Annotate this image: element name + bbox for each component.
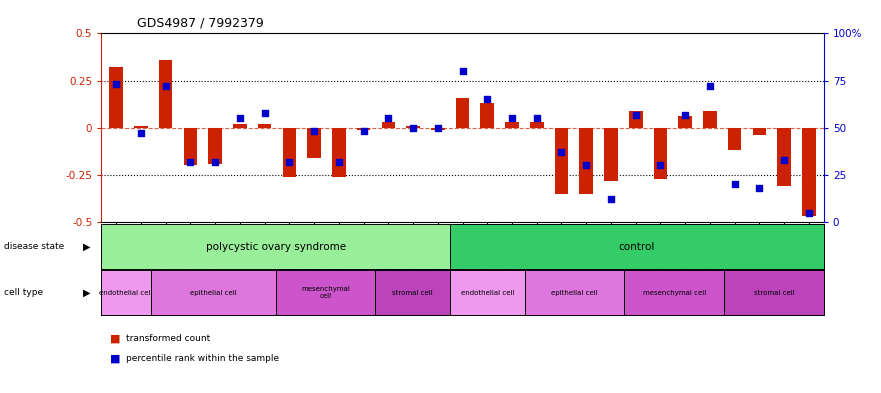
Bar [703,111,717,128]
Point [554,149,568,155]
Bar [357,128,370,130]
Point [579,162,593,169]
Point [752,185,766,191]
Bar [431,128,445,130]
Text: transformed count: transformed count [126,334,211,343]
Point [406,125,420,131]
Bar [307,128,321,158]
Point [529,115,544,121]
Point [257,110,271,116]
Bar [629,111,642,128]
Point [777,157,791,163]
Point [455,68,470,74]
Point [629,111,643,118]
Bar [777,128,791,186]
Point [381,115,396,121]
Bar [678,116,692,128]
Point [307,129,322,135]
Bar [604,128,618,180]
Point [431,125,445,131]
Text: GDS4987 / 7992379: GDS4987 / 7992379 [137,17,263,29]
Text: mesenchymal cell: mesenchymal cell [642,290,706,296]
Point [603,196,618,202]
Text: endothelial cell: endothelial cell [461,290,515,296]
Bar [728,128,742,151]
Point [357,129,371,135]
Bar [258,124,271,128]
Point [282,158,296,165]
Text: cell type: cell type [4,288,43,297]
Text: endothelial cell: endothelial cell [100,290,153,296]
Point [728,181,742,187]
Text: percentile rank within the sample: percentile rank within the sample [126,354,279,363]
Point [134,130,148,136]
Bar [134,126,148,128]
Text: disease state: disease state [4,242,64,251]
Point [802,209,816,216]
Text: epithelial cell: epithelial cell [552,290,598,296]
Bar [283,128,296,177]
Bar [505,122,519,128]
Point [233,115,247,121]
Point [654,162,668,169]
Bar [654,128,667,179]
Bar [455,97,470,128]
Text: stromal cell: stromal cell [753,290,795,296]
Bar [580,128,593,194]
Text: ▶: ▶ [83,242,91,252]
Bar [555,128,568,194]
Point [183,158,197,165]
Text: polycystic ovary syndrome: polycystic ovary syndrome [205,242,345,252]
Text: ■: ■ [110,334,121,344]
Bar [332,128,345,177]
Point [332,158,346,165]
Bar [183,128,197,165]
Text: ■: ■ [110,353,121,364]
Bar [159,60,173,128]
Point [109,81,123,88]
Point [505,115,519,121]
Text: stromal cell: stromal cell [392,290,433,296]
Bar [802,128,816,217]
Point [159,83,173,89]
Point [480,96,494,103]
Bar [381,122,395,128]
Bar [480,103,494,128]
Bar [752,128,766,135]
Bar [406,126,420,128]
Point [703,83,717,89]
Point [208,158,222,165]
Text: epithelial cell: epithelial cell [190,290,237,296]
Text: ▶: ▶ [83,288,91,298]
Bar [109,67,123,128]
Bar [530,122,544,128]
Text: control: control [618,242,655,252]
Point [678,111,692,118]
Text: mesenchymal
cell: mesenchymal cell [301,286,350,299]
Bar [233,124,247,128]
Bar [208,128,222,163]
